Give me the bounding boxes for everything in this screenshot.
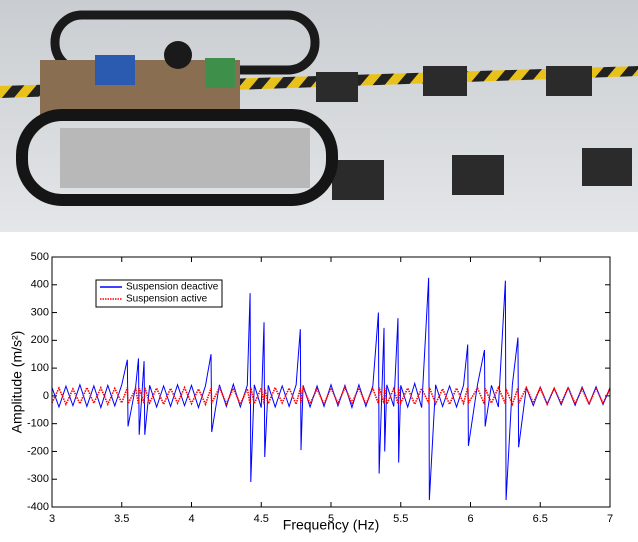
y-tick-label: 200 — [31, 334, 49, 346]
y-tick-label: -100 — [27, 418, 49, 430]
track-front — [16, 109, 338, 206]
pad — [316, 72, 358, 102]
pad — [582, 148, 632, 186]
x-tick-label: 4 — [188, 513, 194, 525]
x-tick-label: 5.5 — [393, 513, 408, 525]
x-tick-label: 6.5 — [533, 513, 548, 525]
y-tick-label: 300 — [31, 306, 49, 318]
board — [205, 58, 235, 88]
y-tick-label: -400 — [27, 501, 49, 513]
x-tick-label: 3 — [49, 513, 55, 525]
y-tick-label: -300 — [27, 473, 49, 485]
series-line — [51, 384, 611, 408]
y-tick-label: 500 — [31, 251, 49, 263]
y-axis-label: Amplitude (m/s²) — [9, 331, 25, 434]
x-tick-label: 3.5 — [114, 513, 129, 525]
y-tick-label: 0 — [43, 390, 49, 402]
legend-label: Suspension deactive — [126, 282, 219, 293]
pad — [452, 155, 504, 195]
x-axis-label: Frequency (Hz) — [283, 517, 379, 533]
photo — [0, 0, 638, 232]
sensor — [164, 41, 192, 69]
suspension — [60, 128, 310, 188]
pad — [332, 160, 384, 200]
plot-frame — [51, 256, 611, 508]
y-tick-label: 100 — [31, 362, 49, 374]
legend-box — [95, 279, 223, 308]
pad — [546, 66, 592, 96]
x-tick-label: 5 — [328, 513, 334, 525]
y-tick-label: -200 — [27, 445, 49, 457]
x-tick-label: 6 — [467, 513, 473, 525]
y-tick-label: 400 — [31, 279, 49, 291]
x-tick-label: 7 — [607, 513, 613, 525]
pad — [423, 66, 467, 96]
board — [95, 55, 135, 85]
x-tick-label: 4.5 — [254, 513, 269, 525]
legend-label: Suspension active — [126, 294, 208, 305]
